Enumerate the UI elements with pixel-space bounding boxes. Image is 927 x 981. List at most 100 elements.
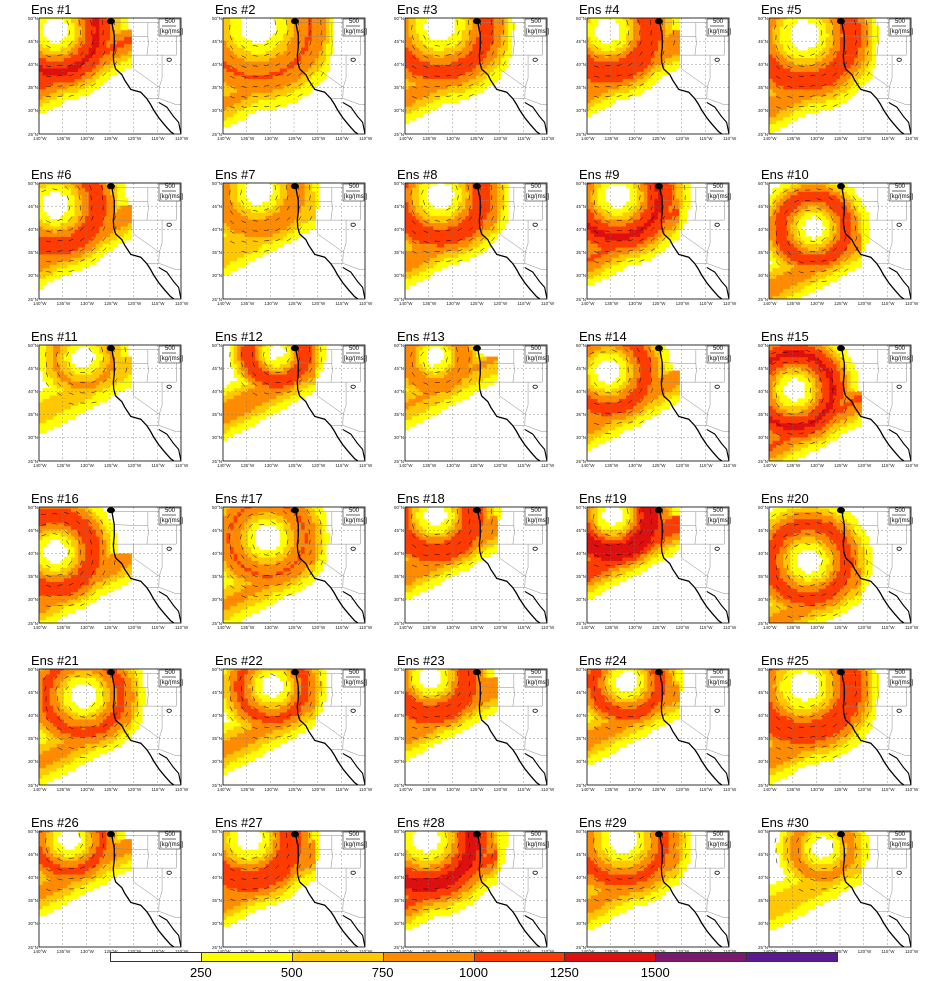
- ivt-map: [38, 182, 182, 300]
- reference-vector-value: 500: [895, 19, 905, 26]
- lon-tick-label: 120°W: [128, 301, 142, 306]
- lat-tick-label: 35°N: [576, 736, 586, 741]
- ensemble-panel: Ens #21 500 [kg/(ms)] 50°N 45°N 40°N 35°N 30°N 2…: [5, 654, 188, 811]
- lon-tick-label: 110°W: [541, 787, 554, 792]
- panel-title: Ens #1: [31, 3, 71, 17]
- ivt-map: [222, 506, 366, 624]
- lat-tick-label: 40°N: [212, 62, 222, 67]
- lon-tick-label: 125°W: [834, 949, 848, 954]
- lat-tick-label: 45°N: [212, 852, 222, 857]
- lat-tick-label: 40°N: [394, 389, 404, 394]
- lon-tick-label: 140°W: [763, 787, 777, 792]
- lat-tick-label: 45°N: [212, 528, 222, 533]
- lat-tick-label: 45°N: [758, 39, 768, 44]
- lat-tick-label: 25°N: [212, 297, 222, 302]
- lon-tick-label: 120°W: [494, 301, 508, 306]
- lon-tick-label: 140°W: [33, 949, 47, 954]
- lat-tick-label: 40°N: [28, 389, 38, 394]
- lon-tick-label: 135°W: [423, 301, 437, 306]
- lat-tick-label: 35°N: [394, 412, 404, 417]
- lon-tick-label: 130°W: [628, 463, 642, 468]
- lon-tick-label: 130°W: [446, 787, 460, 792]
- panel-title: Ens #25: [761, 654, 809, 668]
- lat-tick-label: 25°N: [28, 459, 38, 464]
- lat-tick-label: 45°N: [212, 39, 222, 44]
- lon-tick-label: 130°W: [446, 625, 460, 630]
- lon-tick-label: 140°W: [581, 136, 595, 141]
- ensemble-panel: Ens #28 500 [kg/(ms)] 50°N 45°N 40°N 35°N 30°N 2…: [371, 816, 554, 973]
- lon-tick-label: 125°W: [652, 625, 666, 630]
- lon-tick-label: 125°W: [652, 136, 666, 141]
- ivt-map: [222, 182, 366, 300]
- reference-vector-unit: [kg/(ms)]: [890, 518, 913, 525]
- lat-tick-label: 30°N: [394, 273, 404, 278]
- lat-tick-label: 50°N: [576, 829, 586, 834]
- ivt-map: [38, 668, 182, 786]
- lon-tick-label: 140°W: [33, 136, 47, 141]
- lon-tick-label: 115°W: [335, 625, 348, 630]
- lon-tick-label: 130°W: [628, 625, 642, 630]
- ivt-map: [38, 17, 182, 135]
- lat-tick-label: 40°N: [28, 551, 38, 556]
- lon-tick-label: 115°W: [517, 136, 530, 141]
- lat-tick-label: 45°N: [758, 690, 768, 695]
- panel-title: Ens #30: [761, 816, 809, 830]
- ensemble-panel: Ens #3 500 [kg/(ms)] 50°N 45°N 40°N 35°N 30°N 25…: [371, 3, 554, 160]
- ensemble-panel: Ens #24 500 [kg/(ms)] 50°N 45°N 40°N 35°N 30°N 2…: [553, 654, 736, 811]
- panel-title: Ens #22: [215, 654, 263, 668]
- lat-tick-label: 30°N: [212, 597, 222, 602]
- ivt-map: [404, 668, 548, 786]
- lon-tick-label: 135°W: [787, 787, 801, 792]
- lat-tick-label: 35°N: [28, 736, 38, 741]
- lon-tick-label: 135°W: [787, 136, 801, 141]
- lat-tick-label: 25°N: [758, 132, 768, 137]
- lon-tick-label: 135°W: [241, 787, 255, 792]
- reference-vector-unit: [kg/(ms)]: [526, 29, 549, 36]
- lon-tick-label: 125°W: [104, 949, 118, 954]
- reference-vector-unit: [kg/(ms)]: [890, 194, 913, 201]
- lat-tick-label: 30°N: [576, 759, 586, 764]
- reference-vector-unit: [kg/(ms)]: [526, 356, 549, 363]
- lon-tick-label: 135°W: [787, 949, 801, 954]
- lon-tick-label: 140°W: [763, 949, 777, 954]
- lat-tick-label: 35°N: [758, 736, 768, 741]
- panel-title: Ens #21: [31, 654, 79, 668]
- lat-tick-label: 45°N: [394, 852, 404, 857]
- lat-tick-label: 45°N: [28, 39, 38, 44]
- lat-tick-label: 35°N: [576, 85, 586, 90]
- lat-tick-label: 25°N: [576, 783, 586, 788]
- lat-tick-label: 45°N: [576, 528, 586, 533]
- ivt-map: [768, 17, 912, 135]
- lon-tick-label: 130°W: [810, 463, 824, 468]
- panel-title: Ens #15: [761, 330, 809, 344]
- lat-tick-label: 30°N: [758, 759, 768, 764]
- lon-tick-label: 125°W: [834, 787, 848, 792]
- lon-tick-label: 120°W: [128, 136, 142, 141]
- lon-tick-label: 135°W: [241, 949, 255, 954]
- reference-vector-value: 500: [895, 346, 905, 353]
- ensemble-panel: Ens #10 500 [kg/(ms)] 50°N 45°N 40°N 35°N 30°N 2…: [735, 168, 918, 325]
- lat-tick-label: 40°N: [394, 713, 404, 718]
- lat-tick-label: 30°N: [212, 921, 222, 926]
- lon-tick-label: 135°W: [423, 625, 437, 630]
- lon-tick-label: 110°W: [541, 301, 554, 306]
- lat-tick-label: 35°N: [28, 85, 38, 90]
- lat-tick-label: 40°N: [576, 227, 586, 232]
- ensemble-panel: Ens #15 500 [kg/(ms)] 50°N 45°N 40°N 35°N 30°N 2…: [735, 330, 918, 487]
- reference-vector-value: 500: [165, 346, 175, 353]
- panel-title: Ens #17: [215, 492, 263, 506]
- lon-tick-label: 110°W: [723, 787, 736, 792]
- colorbar-segment: [110, 952, 202, 962]
- lon-tick-label: 125°W: [470, 463, 484, 468]
- lon-tick-label: 120°W: [494, 949, 508, 954]
- lon-tick-label: 125°W: [470, 625, 484, 630]
- lat-tick-label: 35°N: [212, 898, 222, 903]
- lon-tick-label: 120°W: [676, 949, 690, 954]
- lat-tick-label: 40°N: [576, 62, 586, 67]
- reference-vector-unit: [kg/(ms)]: [160, 680, 183, 687]
- lat-tick-label: 30°N: [394, 108, 404, 113]
- lat-tick-label: 50°N: [758, 505, 768, 510]
- ivt-map: [222, 830, 366, 948]
- reference-vector-value: 500: [713, 184, 723, 191]
- lon-tick-label: 130°W: [446, 301, 460, 306]
